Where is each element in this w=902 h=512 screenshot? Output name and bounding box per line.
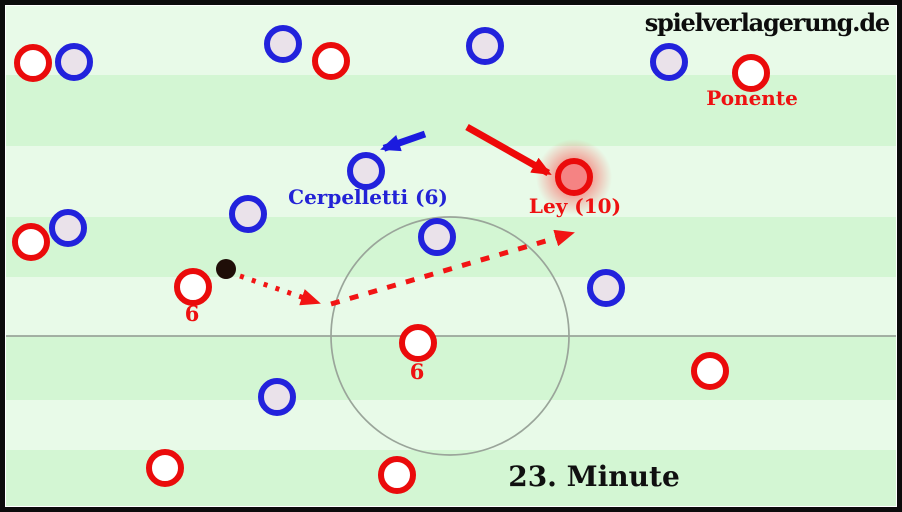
red-player-marker: [378, 456, 416, 494]
red-player-marker: [691, 352, 729, 390]
blue-run-arrow: [380, 130, 427, 152]
red-pass-arrow-2: [330, 229, 575, 307]
player-label: 6: [185, 301, 200, 326]
blue-player-marker: [264, 25, 302, 63]
red-player-marker: [399, 324, 437, 362]
blue-player-marker: [347, 152, 385, 190]
red-player-marker: [12, 223, 50, 261]
ball: [216, 259, 236, 279]
center-circle: [330, 216, 570, 456]
pitch-stripe: [6, 336, 896, 400]
blue-player-marker: [258, 378, 296, 416]
red-player-marker: [312, 42, 350, 80]
blue-player-marker: [229, 195, 267, 233]
red-player-marker: [555, 158, 593, 196]
red-player-marker: [146, 449, 184, 487]
red-player-marker: [732, 54, 770, 92]
blue-player-marker: [466, 27, 504, 65]
blue-player-marker: [587, 269, 625, 307]
player-label: Ley (10): [529, 194, 621, 218]
red-player-marker: [14, 44, 52, 82]
blue-player-marker: [418, 218, 456, 256]
watermark: spielverlagerung.de: [644, 8, 891, 37]
blue-player-marker: [55, 43, 93, 81]
player-label: Ponente: [706, 86, 798, 110]
player-label: Cerpelletti (6): [288, 185, 448, 209]
blue-player-marker: [49, 209, 87, 247]
pitch-stripe: [6, 450, 896, 506]
blue-player-marker: [650, 43, 688, 81]
red-player-marker: [174, 268, 212, 306]
player-label: 6: [410, 359, 425, 384]
red-run-arrow: [465, 123, 552, 177]
red-pass-arrow-1: [239, 273, 321, 306]
minute-caption: 23. Minute: [508, 460, 680, 493]
